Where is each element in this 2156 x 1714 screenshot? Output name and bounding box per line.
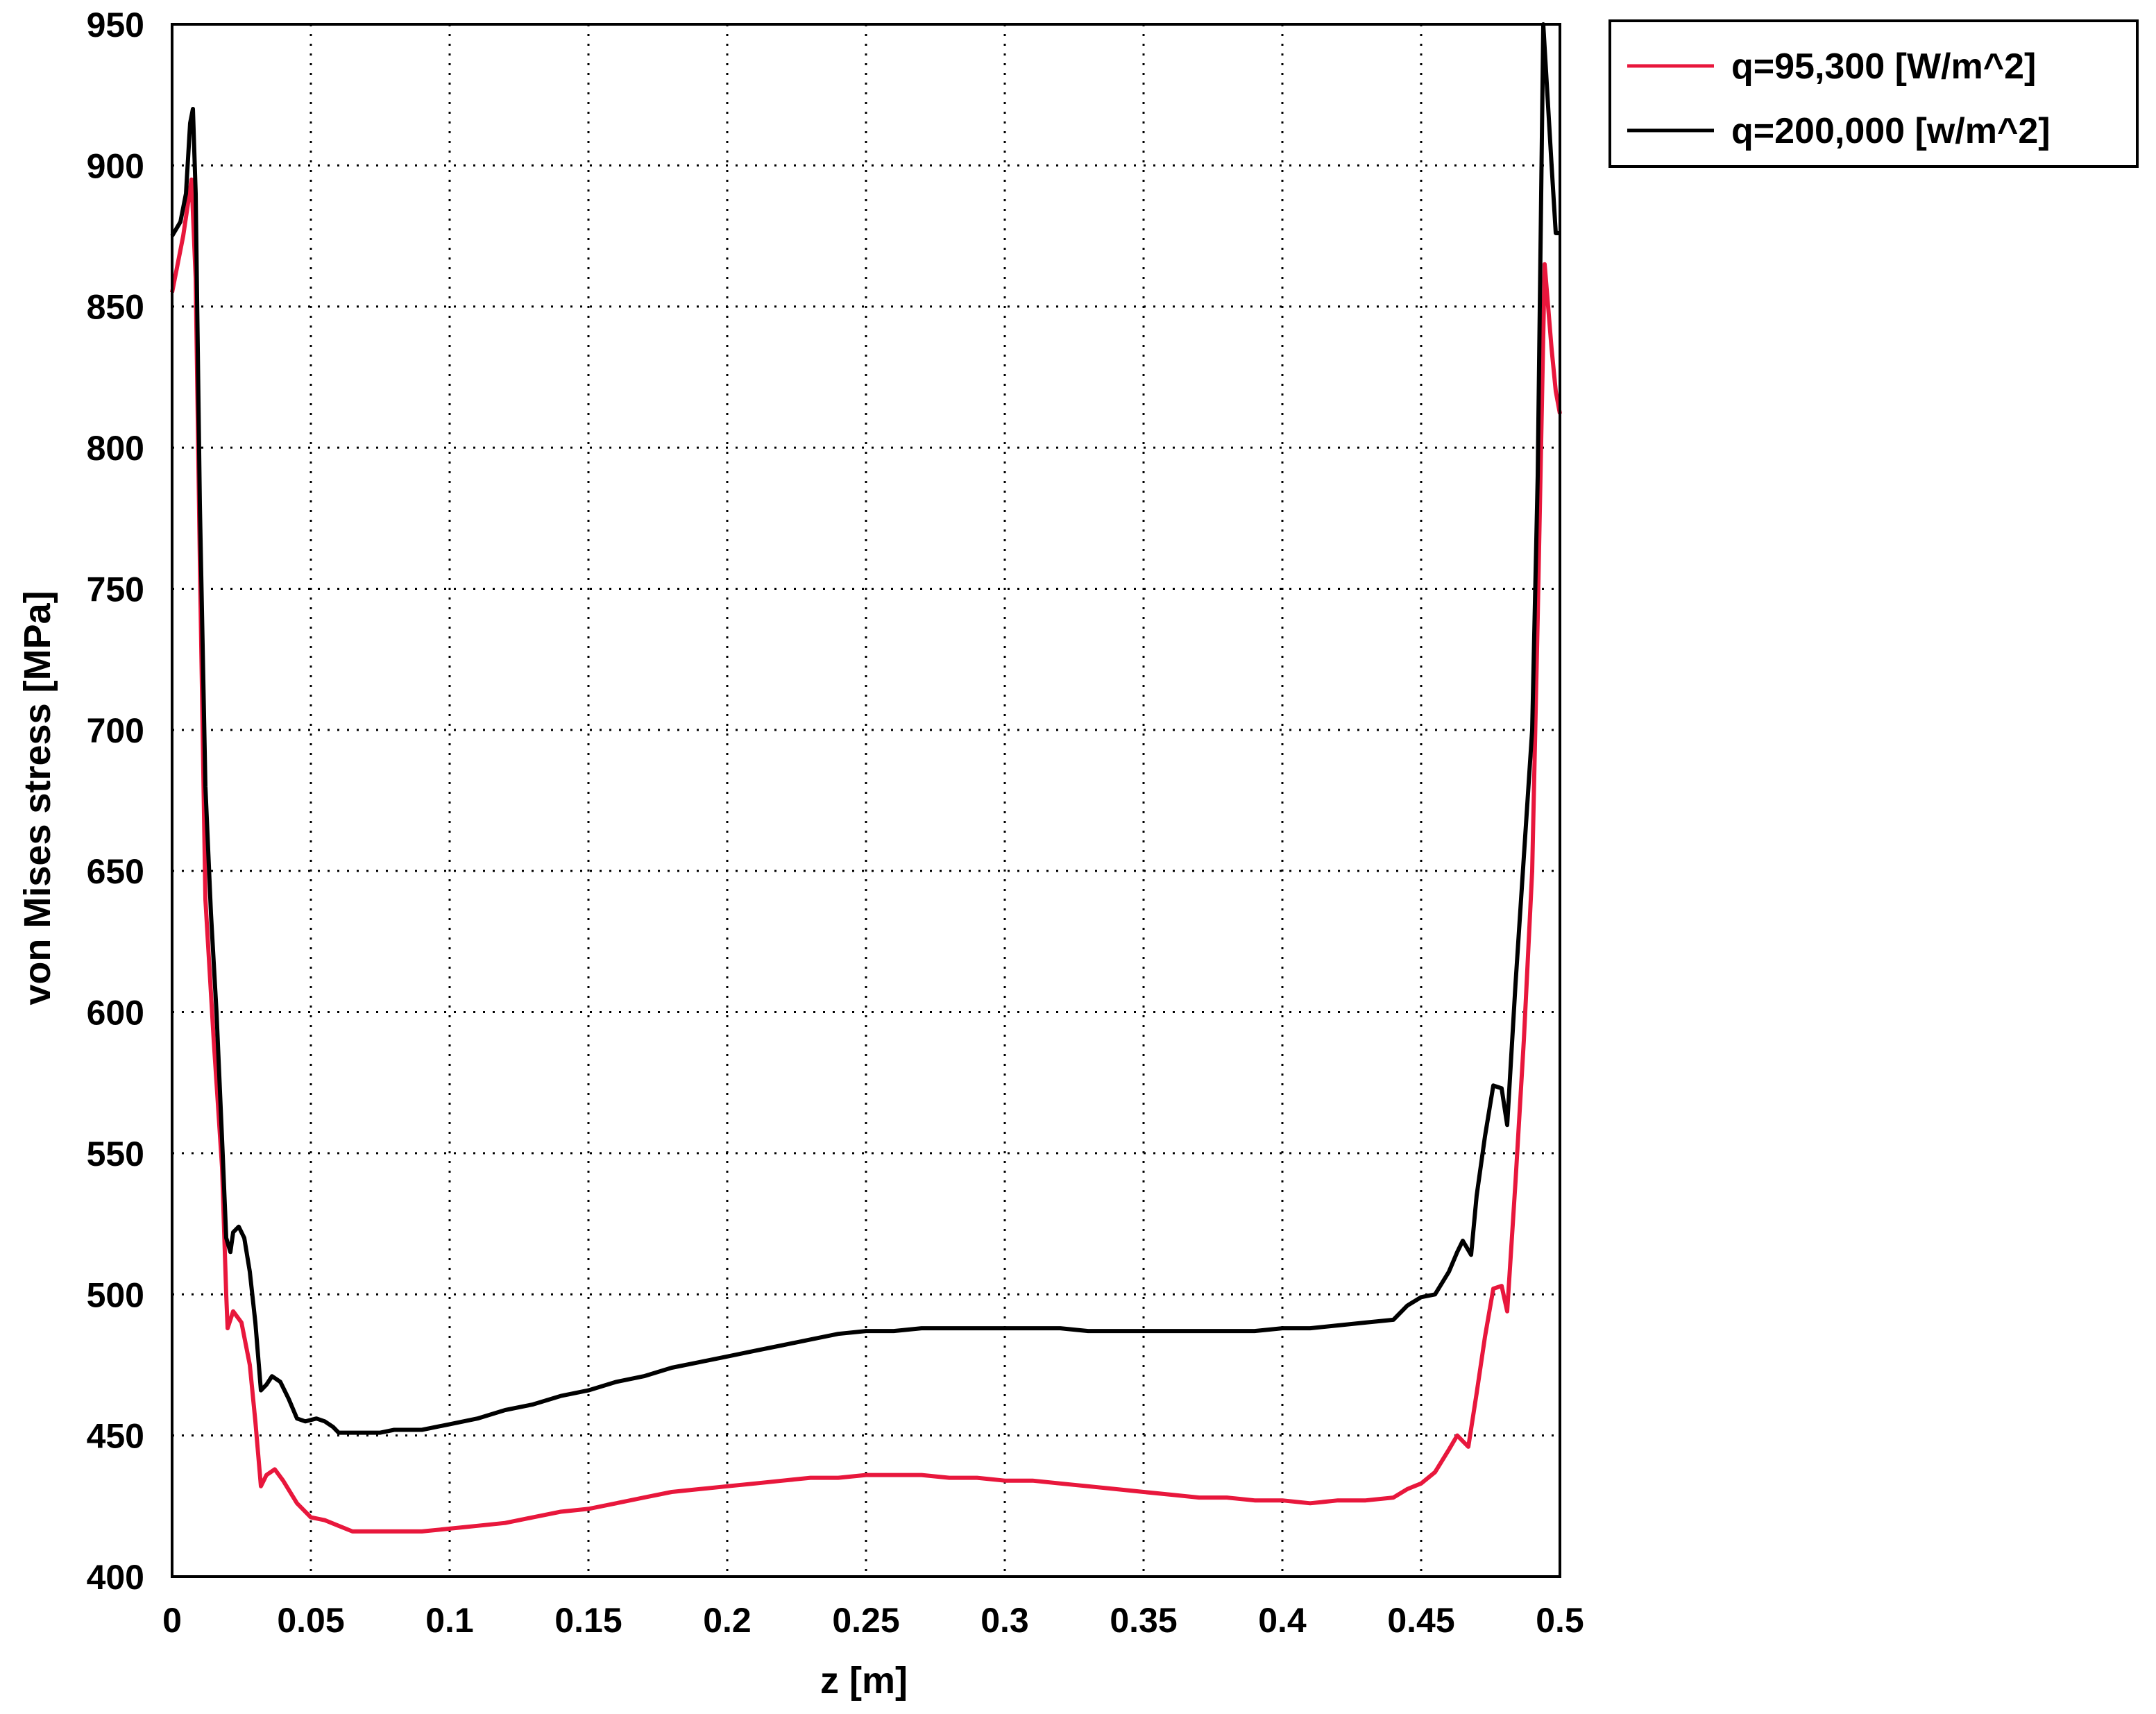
x-axis-label: z [m] [820, 1660, 908, 1702]
y-tick-label: 950 [87, 6, 144, 44]
series-lines [170, 22, 1562, 1534]
y-tick-label: 850 [87, 288, 144, 327]
y-tick-label: 700 [87, 711, 144, 750]
legend-label-series-1: q=95,300 [W/m^2] [1731, 46, 2036, 87]
x-tick-label: 0.05 [277, 1601, 344, 1640]
y-tick-label: 900 [87, 146, 144, 185]
y-tick-label: 400 [87, 1558, 144, 1597]
y-tick-label: 750 [87, 570, 144, 609]
y-tick-label: 800 [87, 429, 144, 468]
x-tick-label: 0.35 [1110, 1601, 1177, 1640]
y-tick-label: 650 [87, 852, 144, 891]
legend-label-series-2: q=200,000 [w/m^2] [1731, 111, 2051, 151]
x-tick-label: 0.45 [1387, 1601, 1454, 1640]
legend: q=95,300 [W/m^2] q=200,000 [w/m^2] [1608, 19, 2139, 168]
x-tick-label: 0.3 [981, 1601, 1029, 1640]
plot-frame [171, 23, 1561, 1578]
x-tick-label: 0 [162, 1601, 182, 1640]
x-tick-label: 0.25 [832, 1601, 899, 1640]
x-tick-label: 0.2 [703, 1601, 752, 1640]
legend-box [1608, 19, 2139, 168]
x-tick-label: 0.5 [1536, 1601, 1584, 1640]
y-tick-labels: 400 450 500 550 600 650 700 750 800 850 900 950 [87, 6, 144, 1597]
y-tick-label: 500 [87, 1275, 144, 1314]
grid-lines [172, 24, 1560, 1577]
x-tick-label: 0.4 [1258, 1601, 1307, 1640]
x-tick-labels: 0 0.05 0.1 0.15 0.2 0.25 0.3 0.35 0.4 0.45 0.5 [162, 1601, 1584, 1640]
y-tick-label: 550 [87, 1135, 144, 1173]
y-tick-label: 600 [87, 994, 144, 1033]
y-tick-label: 450 [87, 1417, 144, 1456]
y-axis-label: von Mises stress [MPa] [17, 591, 58, 1005]
series-line-2 [170, 22, 1560, 1435]
x-tick-label: 0.15 [554, 1601, 622, 1640]
series-line-1 [170, 177, 1562, 1534]
x-tick-label: 0.1 [425, 1601, 474, 1640]
